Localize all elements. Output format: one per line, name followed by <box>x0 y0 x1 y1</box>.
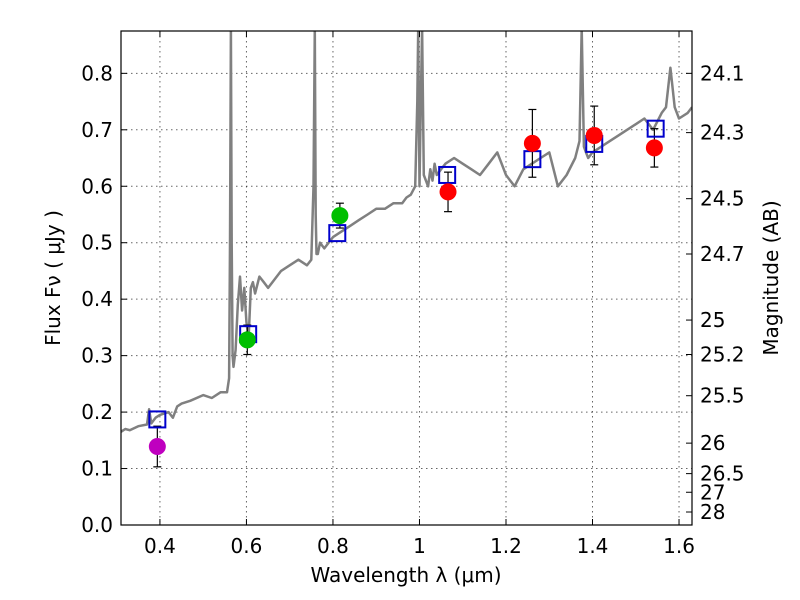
y-tick-label: 0.4 <box>81 287 113 311</box>
observed-flux-point <box>645 139 663 157</box>
grid-layer <box>121 31 692 526</box>
y-tick-label: 0.5 <box>81 231 113 255</box>
right-tick-label: 26 <box>700 431 725 455</box>
right-axis-title: Magnitude (AB) <box>759 200 783 355</box>
observed-flux-point <box>585 126 603 144</box>
y-tick-label: 0.8 <box>81 61 113 85</box>
x-axis-title: Wavelength λ (μm) <box>310 563 501 587</box>
y-tick-label: 0.7 <box>81 118 113 142</box>
right-tick-label: 28 <box>700 500 725 524</box>
x-tick-label: 0.6 <box>231 534 263 558</box>
x-tick-label: 1.4 <box>577 534 609 558</box>
plot-frame <box>120 30 693 526</box>
x-tick-label: 0.8 <box>317 534 349 558</box>
y-tick-label: 0.1 <box>81 457 113 481</box>
model-photometry-square <box>148 410 167 429</box>
y-tick-label: 0.0 <box>81 513 113 537</box>
right-tick-label: 24.7 <box>700 242 745 266</box>
model-photometry-square <box>438 165 457 184</box>
y-tick-label: 0.3 <box>81 344 113 368</box>
observed-flux-point <box>238 331 256 349</box>
x-tick-label: 1.2 <box>490 534 522 558</box>
y-tick-label: 0.2 <box>81 400 113 424</box>
model-photometry-square <box>646 119 665 138</box>
plot-area <box>121 31 692 433</box>
right-tick-label: 24.1 <box>700 61 745 85</box>
y-tick-label: 0.6 <box>81 174 113 198</box>
x-tick-label: 1.6 <box>663 534 695 558</box>
x-tick-label: 1 <box>413 534 426 558</box>
right-tick-label: 27 <box>700 480 725 504</box>
right-tick-label: 25 <box>700 308 725 332</box>
y-axis-title: Flux Fν ( μJy ) <box>41 210 65 346</box>
observed-flux-point <box>148 438 166 456</box>
observed-flux-point <box>523 134 541 152</box>
model-photometry-square <box>328 224 347 243</box>
right-tick-label: 25.2 <box>700 342 745 366</box>
right-tick-label: 24.3 <box>700 121 745 145</box>
observed-flux-point <box>331 207 349 225</box>
x-tick-label: 0.4 <box>144 534 176 558</box>
right-tick-label: 26.5 <box>700 462 745 486</box>
observed-flux-point <box>439 183 457 201</box>
ticks-layer: 0.4 0.6 0.8 1 1.2 1.4 1.6 0.0 0.1 0.2 0.3 0.4 0.5 0.6… <box>81 31 745 558</box>
markers-layer <box>148 105 665 468</box>
model-spectrum-line <box>121 31 692 433</box>
right-tick-label: 25.5 <box>700 384 745 408</box>
right-tick-label: 24.5 <box>700 187 745 211</box>
